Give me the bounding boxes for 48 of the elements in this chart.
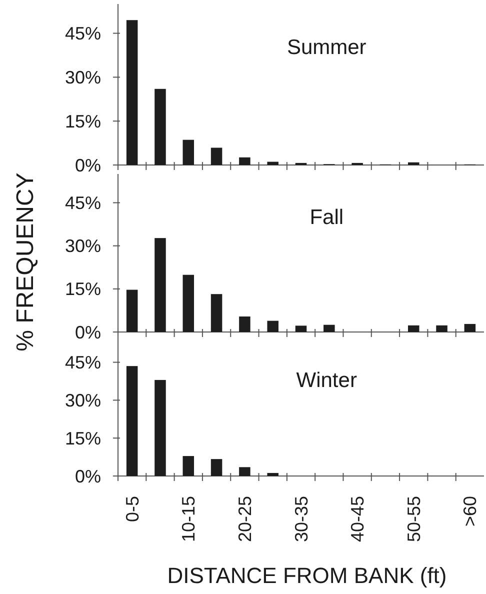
bar <box>126 290 138 332</box>
text: Fall <box>310 206 344 229</box>
bar <box>267 162 278 165</box>
x-tick-label: 0-5 <box>122 496 142 522</box>
bar <box>154 380 166 476</box>
x-tick-label: 30-35 <box>291 496 312 542</box>
y-tick-label: 30% <box>64 390 101 410</box>
y-tick-label: 45% <box>64 193 101 214</box>
y-tick-label: 0% <box>74 466 101 486</box>
y-tick-label: 15% <box>64 428 101 448</box>
bar <box>210 459 222 476</box>
bar <box>126 366 138 476</box>
bar <box>182 274 194 332</box>
text: Winter <box>296 369 357 392</box>
text: Summer <box>286 36 366 59</box>
y-tick-label: 15% <box>64 111 101 132</box>
bar <box>436 325 448 332</box>
bar <box>239 316 250 332</box>
x-tick-label: 10-15 <box>178 496 199 542</box>
x-tick-label: 50-55 <box>404 496 424 542</box>
bar <box>267 320 278 332</box>
y-tick-label: 0% <box>74 322 101 342</box>
bar <box>267 472 278 476</box>
bar <box>408 325 420 332</box>
y-tick-label: 45% <box>64 352 101 373</box>
y-tick-label: 0% <box>74 155 101 176</box>
y-tick-label: 15% <box>64 279 101 300</box>
bar <box>154 238 166 332</box>
x-axis-title: DISTANCE FROM BANK (ft) <box>167 563 447 588</box>
x-tick-label: 20-25 <box>234 496 255 542</box>
bar <box>324 324 335 332</box>
bar <box>182 140 194 165</box>
bar <box>182 456 194 476</box>
bar <box>239 157 250 165</box>
y-tick-label: 30% <box>64 236 101 256</box>
y-tick-label: 45% <box>64 24 101 44</box>
x-tick-label: >60 <box>460 496 480 527</box>
x-tick-label: 40-45 <box>348 496 368 542</box>
bar <box>126 20 138 165</box>
bar <box>154 88 166 165</box>
bar <box>295 326 307 332</box>
bar <box>239 467 250 476</box>
y-tick-label: 30% <box>64 67 101 88</box>
bar <box>464 324 476 332</box>
bar <box>408 162 420 165</box>
bar <box>210 294 222 332</box>
bar <box>210 148 222 165</box>
y-axis-title: % FREQUENCY <box>12 172 39 352</box>
